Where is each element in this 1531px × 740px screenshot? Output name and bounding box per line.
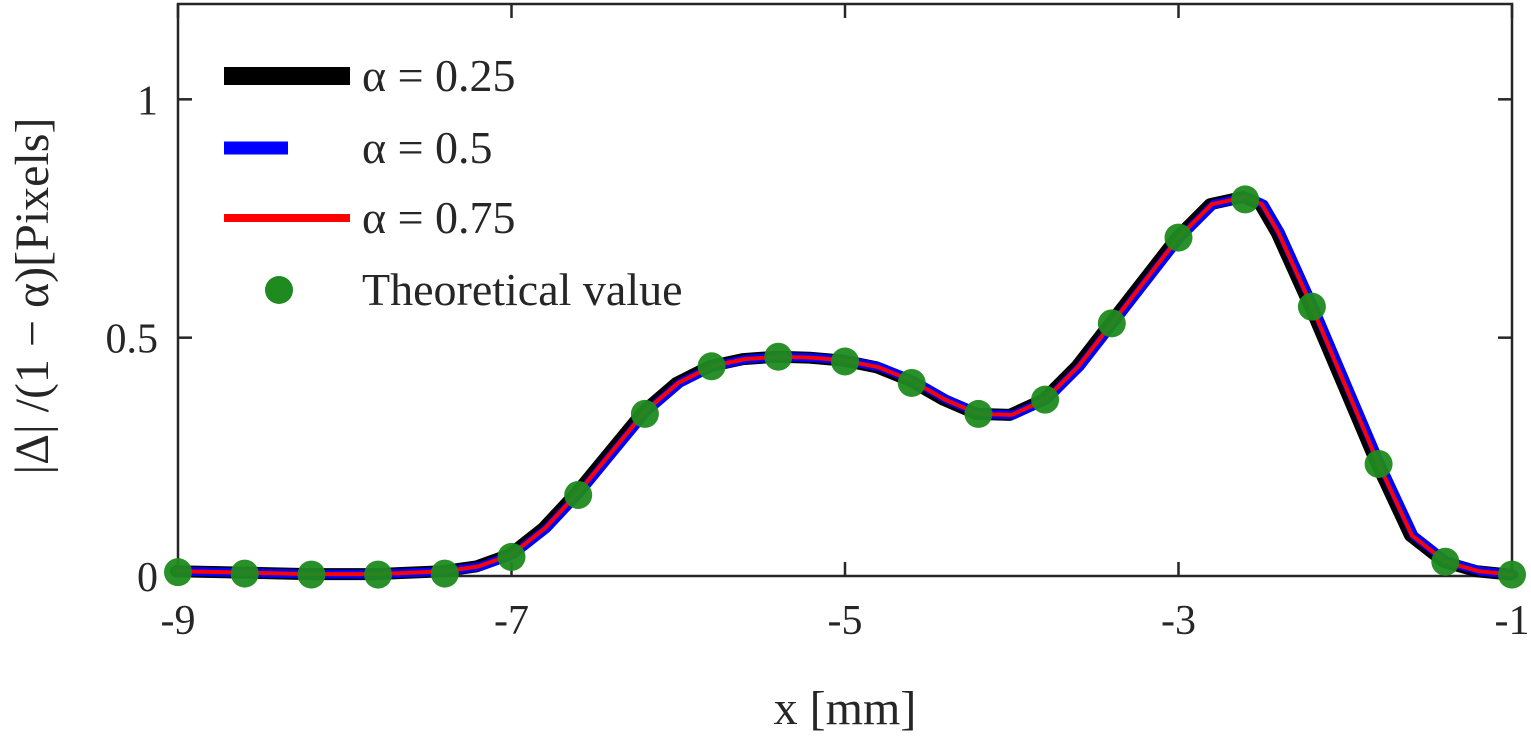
theoretical-point	[1164, 223, 1193, 252]
theoretical-point	[1498, 560, 1526, 589]
theoretical-point	[564, 480, 593, 509]
y-tick-label: 1	[137, 78, 158, 124]
y-axis-label: |Δ| /(1 − α)[Pixels]	[6, 118, 59, 475]
theoretical-point	[430, 559, 459, 588]
theoretical-point	[1231, 185, 1260, 214]
y-tick-label: 0	[137, 555, 158, 601]
theoretical-point	[831, 347, 859, 376]
theoretical-point	[230, 559, 259, 588]
theoretical-point	[1097, 309, 1126, 338]
x-tick-label: -3	[1161, 598, 1196, 644]
axis-ticks: -9 -7 -5 -3 -1 0 0.5 1	[106, 4, 1530, 644]
x-tick-label: -1	[1495, 598, 1530, 644]
legend: α = 0.25 α = 0.5 α = 0.75 Theoretical value	[224, 50, 683, 315]
plot-frame	[176, 2, 1514, 578]
theoretical-point	[897, 368, 926, 397]
legend-alpha-05-label: α = 0.5	[362, 122, 493, 173]
legend-theoretical-label: Theoretical value	[362, 264, 683, 315]
x-tick-label: -5	[828, 598, 863, 644]
theoretical-point	[297, 560, 326, 589]
theoretical-point	[1431, 547, 1460, 576]
legend-alpha-025-label: α = 0.25	[362, 50, 516, 101]
series-layer	[164, 185, 1526, 589]
theoretical-point	[1297, 292, 1326, 321]
legend-alpha-075-label: α = 0.75	[362, 192, 516, 243]
theoretical-point	[964, 399, 993, 428]
theoretical-point	[697, 352, 726, 381]
theoretical-point	[1031, 385, 1060, 414]
theoretical-point	[364, 560, 393, 589]
theoretical-point	[164, 558, 192, 587]
legend-theoretical-marker	[265, 276, 293, 304]
theoretical-point	[1364, 449, 1393, 478]
theoretical-point	[497, 542, 526, 571]
y-tick-label: 0.5	[106, 317, 159, 363]
x-axis-label: x [mm]	[774, 682, 917, 735]
theoretical-point	[764, 342, 793, 371]
x-tick-label: -9	[161, 598, 196, 644]
theoretical-point	[630, 399, 659, 428]
x-tick-label: -7	[494, 598, 529, 644]
plot-area	[176, 2, 1514, 578]
